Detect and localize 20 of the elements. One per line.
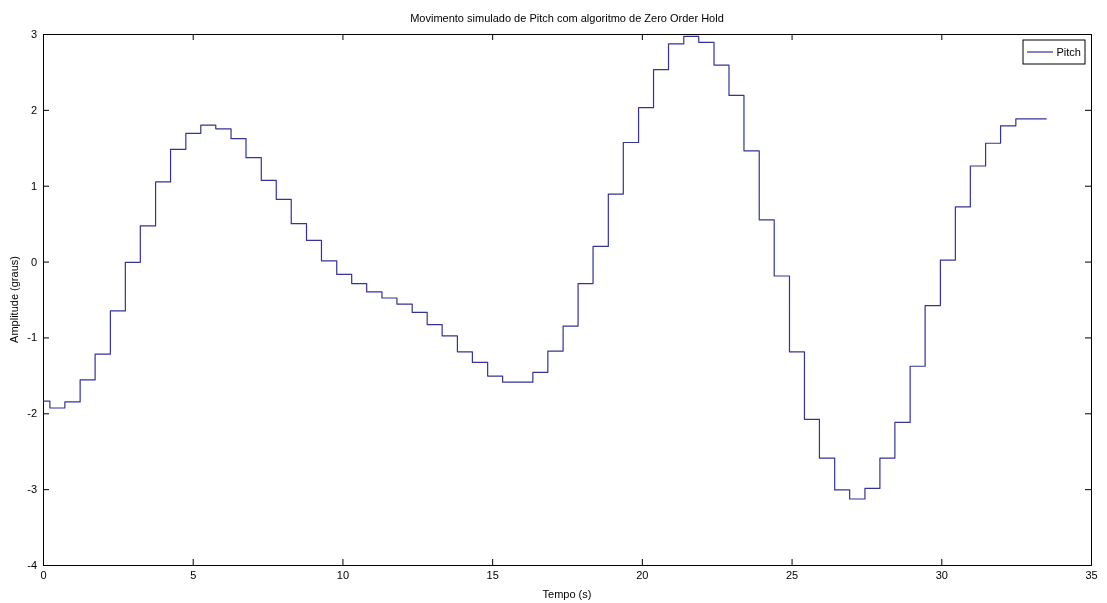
legend-label: Pitch: [1056, 46, 1081, 58]
y-tick-label: 1: [30, 179, 37, 192]
y-tick-label: -3: [27, 483, 37, 496]
x-tick-label: 0: [40, 568, 47, 581]
y-axis-title: Amplitude (graus): [8, 256, 20, 343]
y-tick-label: -2: [27, 407, 37, 420]
x-tick-label: 25: [785, 568, 799, 581]
x-tick-label: 35: [1085, 568, 1098, 581]
x-tick-label: 15: [486, 568, 499, 581]
x-tick-label: 30: [935, 568, 948, 581]
y-tick-label: -4: [27, 559, 37, 572]
y-tick-label: 0: [30, 255, 37, 268]
chart-title: Movimento simulado de Pitch com algoritmo de Zero Order Hold: [410, 12, 724, 24]
x-tick-label: 10: [336, 568, 350, 581]
y-tick-label: 3: [30, 28, 37, 41]
y-tick-label: 2: [30, 103, 37, 116]
y-tick-label: -1: [27, 331, 37, 344]
x-tick-label: 5: [190, 568, 197, 581]
x-tick-label: 20: [636, 568, 649, 581]
x-axis-title: Tempo (s): [542, 588, 592, 600]
